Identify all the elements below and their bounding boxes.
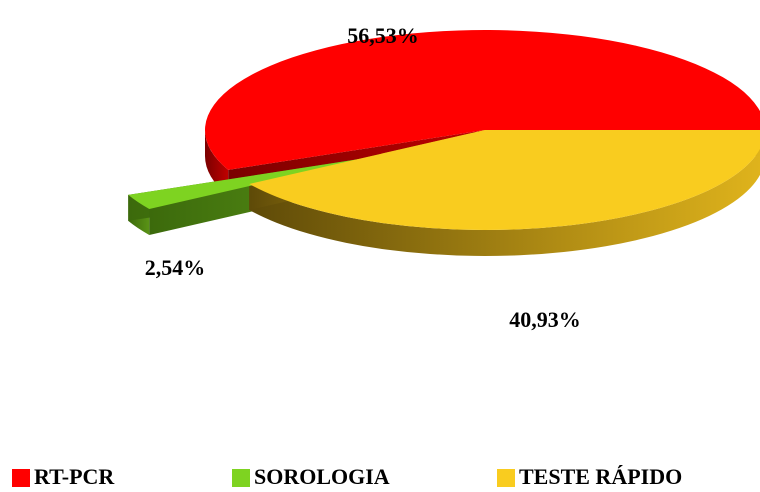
legend-label: TESTE RÁPIDO: [519, 464, 682, 489]
legend: RT-PCR SOROLOGIA TESTE RÁPIDO: [12, 464, 682, 489]
legend-swatch: [232, 469, 250, 487]
legend-label: SOROLOGIA: [254, 464, 390, 489]
labels: 56,53% 2,54% 40,93%: [145, 23, 581, 332]
legend-swatch: [497, 469, 515, 487]
pie-tops: [128, 30, 760, 230]
slice: [205, 30, 760, 170]
data-label: 2,54%: [145, 255, 206, 280]
legend-swatch: [12, 469, 30, 487]
data-label: 40,93%: [509, 307, 581, 332]
slice-wall: [249, 148, 760, 256]
slice: [249, 130, 760, 230]
data-label: 56,53%: [347, 23, 419, 48]
legend-label: RT-PCR: [34, 464, 115, 489]
slice-wall: [205, 130, 229, 196]
